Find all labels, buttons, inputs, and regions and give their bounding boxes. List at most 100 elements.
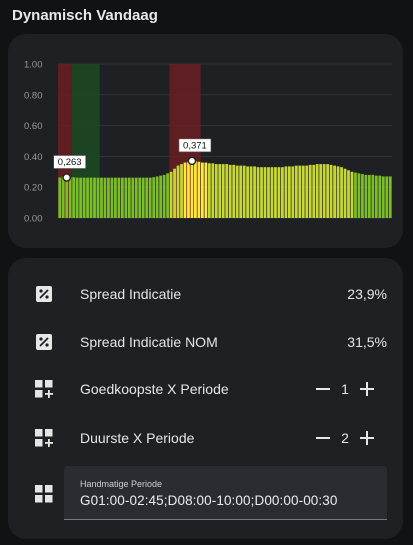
price-bar xyxy=(333,165,336,218)
price-bar xyxy=(190,160,194,218)
price-bar xyxy=(221,164,225,218)
price-bar xyxy=(305,165,309,218)
grid-plus-icon xyxy=(34,379,54,399)
price-bar xyxy=(197,161,201,218)
price-annotation-box xyxy=(178,138,212,153)
input-value: G01:00-02:45;D08:00-10:00;D00:00-00:30 xyxy=(80,493,338,508)
input-label: Handmatige Periode xyxy=(80,479,163,489)
price-bar xyxy=(322,164,326,218)
price-bar xyxy=(267,167,270,218)
price-bar xyxy=(274,167,277,218)
price-chart-card: 0.00 0.20 0.40 0.60 0.80 1.00 0,263 0,371 xyxy=(8,34,403,248)
price-bar xyxy=(239,165,243,218)
price-bar xyxy=(284,166,288,218)
price-bar xyxy=(145,177,149,218)
price-bar xyxy=(110,177,114,218)
price-bar xyxy=(281,167,284,218)
price-bar xyxy=(361,174,364,218)
price-bar xyxy=(388,176,392,218)
price-bar xyxy=(96,177,100,218)
price-bar xyxy=(371,174,375,218)
increment-button[interactable] xyxy=(355,377,379,401)
price-bar xyxy=(131,177,135,218)
price-bar xyxy=(381,176,385,218)
price-bar xyxy=(155,176,159,218)
price-bar xyxy=(336,166,340,218)
stepper-value: 2 xyxy=(341,430,349,446)
goedkoopste-stepper: 1 xyxy=(311,377,379,401)
price-annotation-marker xyxy=(187,156,197,166)
price-bar xyxy=(72,177,76,218)
entity-state: 23,9% xyxy=(347,286,387,302)
price-bar xyxy=(354,172,357,218)
price-bar xyxy=(235,165,239,218)
entity-name: Goedkoopste X Periode xyxy=(80,381,229,397)
price-bar xyxy=(301,165,305,218)
price-bar xyxy=(218,164,222,218)
entity-state: 31,5% xyxy=(347,334,387,350)
price-bar xyxy=(340,167,343,218)
price-annotation-marker xyxy=(62,173,71,182)
price-bar xyxy=(385,176,389,218)
price-bar xyxy=(367,174,371,218)
price-bar xyxy=(214,164,218,218)
price-bar xyxy=(166,173,169,218)
duurste-x-periode-row: Duurste X Periode 2 xyxy=(8,418,403,458)
price-bar xyxy=(263,167,267,218)
price-bar xyxy=(378,175,382,218)
price-bar xyxy=(180,164,183,218)
increment-button[interactable] xyxy=(355,426,379,450)
price-bar xyxy=(141,177,145,218)
price-bar xyxy=(319,164,323,218)
y-tick-label: 0.60 xyxy=(24,121,43,132)
price-bar xyxy=(347,170,350,218)
price-bar xyxy=(246,166,250,218)
spread-indicatie-row[interactable]: Spread Indicatie 23,9% xyxy=(8,274,403,314)
price-bar xyxy=(100,177,103,218)
percent-box-icon xyxy=(34,332,54,352)
stepper-value: 1 xyxy=(341,381,349,397)
price-bar xyxy=(75,177,79,218)
price-bar xyxy=(107,177,110,218)
price-bar xyxy=(357,173,361,218)
price-bar xyxy=(65,176,69,218)
price-bar xyxy=(162,174,166,218)
decrement-button[interactable] xyxy=(311,426,335,450)
price-bar xyxy=(82,177,86,218)
price-bar xyxy=(260,167,263,218)
price-bar xyxy=(329,164,333,218)
price-bar xyxy=(138,177,142,218)
price-bar xyxy=(187,161,190,218)
price-bar xyxy=(120,177,124,218)
decrement-button[interactable] xyxy=(311,377,335,401)
price-bar xyxy=(294,165,298,218)
percent-box-icon xyxy=(34,284,54,304)
price-bar xyxy=(58,177,62,218)
price-bar xyxy=(173,168,176,218)
price-bar xyxy=(232,164,236,218)
price-bar xyxy=(176,165,180,218)
price-bar xyxy=(61,176,65,218)
price-annotation-label: 0,263 xyxy=(58,157,82,168)
y-tick-label: 0.00 xyxy=(24,214,43,225)
price-bar-chart: 0.00 0.20 0.40 0.60 0.80 1.00 0,263 0,371 xyxy=(24,60,392,225)
price-bar xyxy=(374,175,378,218)
price-bar xyxy=(350,171,354,218)
goedkoopste-x-periode-row: Goedkoopste X Periode 1 xyxy=(8,369,403,409)
y-tick-label: 1.00 xyxy=(24,60,43,71)
price-bar xyxy=(315,164,319,218)
price-bar xyxy=(200,162,204,218)
price-bar xyxy=(287,166,291,218)
price-bar xyxy=(124,177,128,218)
handmatige-periode-row xyxy=(8,474,403,514)
handmatige-periode-input[interactable]: Handmatige Periode G01:00-02:45;D08:00-1… xyxy=(64,466,387,520)
price-bar xyxy=(93,177,96,218)
price-bar xyxy=(228,164,232,218)
price-bar xyxy=(152,177,156,218)
price-bar xyxy=(89,177,93,218)
spread-indicatie-nom-row[interactable]: Spread Indicatie NOM 31,5% xyxy=(8,322,403,362)
y-tick-label: 0.20 xyxy=(24,183,43,194)
entity-name: Spread Indicatie xyxy=(80,286,182,302)
price-bar xyxy=(249,166,253,218)
price-bar xyxy=(183,162,187,218)
